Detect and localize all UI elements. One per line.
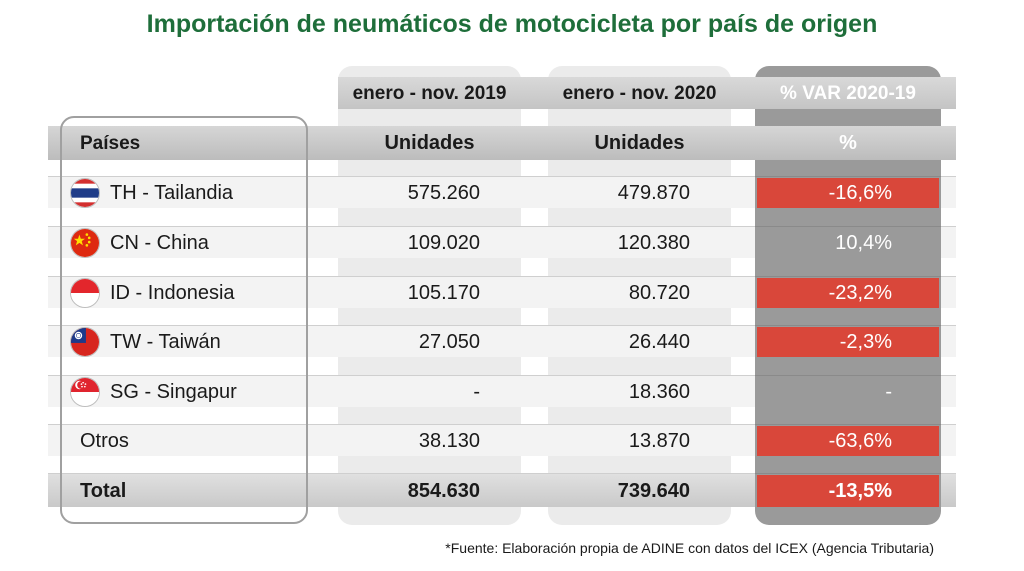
column-header-units-2020: Unidades bbox=[594, 132, 685, 154]
thailand-flag-icon bbox=[70, 178, 100, 208]
var-percent-value: - bbox=[885, 381, 892, 403]
china-flag-icon bbox=[70, 228, 100, 258]
units-2019-value: 27.050 bbox=[418, 331, 480, 353]
units-2019-value: 105.170 bbox=[407, 282, 480, 304]
units-2019-value: 38.130 bbox=[418, 430, 480, 452]
period-header-2020: enero - nov. 2020 bbox=[562, 83, 717, 104]
var-percent-value: -23,2% bbox=[828, 282, 892, 304]
units-2020-value: 26.440 bbox=[628, 331, 690, 353]
var-cell-bg bbox=[755, 226, 941, 259]
column-header-percent: % bbox=[839, 132, 857, 154]
negative-var-highlight bbox=[757, 426, 939, 456]
var-percent-value: 10,4% bbox=[835, 232, 892, 254]
period-header-var: % VAR 2020-19 bbox=[780, 83, 916, 104]
column-header-units-2019: Unidades bbox=[384, 132, 475, 154]
units-2019-value: 575.260 bbox=[407, 182, 480, 204]
units-2019-value: - bbox=[473, 381, 480, 403]
table-title: Importación de neumáticos de motocicleta… bbox=[146, 10, 878, 38]
taiwan-flag-icon bbox=[70, 327, 100, 357]
units-2020-value: 80.720 bbox=[628, 282, 690, 304]
country-name: TW - Taiwán bbox=[110, 331, 221, 353]
total-var-percent: -13,5% bbox=[828, 480, 892, 502]
country-name: CN - China bbox=[110, 232, 209, 254]
column-header-band bbox=[48, 126, 956, 160]
indonesia-flag-icon bbox=[70, 278, 100, 308]
period-header-2019: enero - nov. 2019 bbox=[352, 83, 507, 104]
singapore-flag-icon bbox=[70, 377, 100, 407]
countries-column-frame bbox=[60, 116, 308, 524]
units-2020-value: 13.870 bbox=[628, 430, 690, 452]
units-2020-value: 479.870 bbox=[617, 182, 690, 204]
units-2020-value: 120.380 bbox=[617, 232, 690, 254]
units-2019-value: 109.020 bbox=[407, 232, 480, 254]
source-footnote: *Fuente: Elaboración propia de ADINE con… bbox=[445, 540, 934, 556]
var-cell-bg bbox=[755, 375, 941, 408]
var-percent-value: -2,3% bbox=[839, 331, 892, 353]
negative-var-highlight bbox=[757, 475, 939, 507]
total-label: Total bbox=[80, 480, 127, 502]
country-name: SG - Singapur bbox=[110, 381, 237, 403]
total-units-2019: 854.630 bbox=[407, 480, 480, 502]
total-units-2020: 739.640 bbox=[617, 480, 690, 502]
var-percent-value: -63,6% bbox=[828, 430, 892, 452]
negative-var-highlight bbox=[757, 327, 939, 357]
var-percent-value: -16,6% bbox=[828, 182, 892, 204]
column-header-countries: Países bbox=[80, 133, 141, 154]
country-name: Otros bbox=[80, 430, 129, 452]
negative-var-highlight bbox=[757, 178, 939, 208]
negative-var-highlight bbox=[757, 278, 939, 308]
units-2020-value: 18.360 bbox=[628, 381, 690, 403]
country-name: ID - Indonesia bbox=[110, 282, 235, 304]
country-name: TH - Tailandia bbox=[110, 182, 234, 204]
period-header-band bbox=[338, 77, 956, 109]
